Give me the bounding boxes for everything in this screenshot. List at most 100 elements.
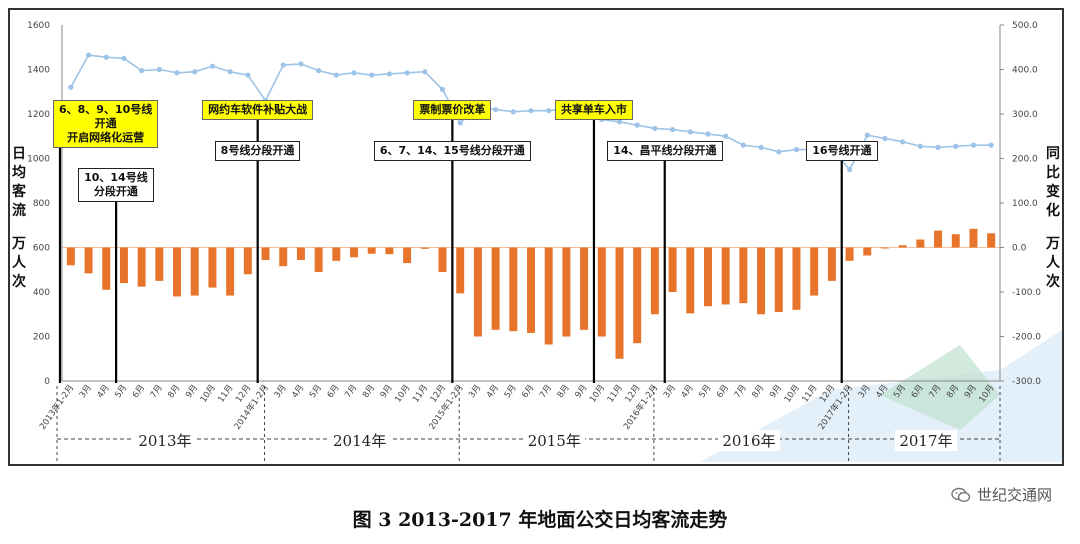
line-point — [68, 84, 74, 90]
bar-yoy-change — [155, 247, 164, 281]
left-tick-label: 1600 — [27, 21, 50, 31]
x-tick-label: 11月 — [606, 383, 625, 405]
x-tick-label: 7月 — [538, 383, 554, 400]
x-tick-label: 10月 — [588, 383, 607, 405]
event-annotation-text: 网约车软件补贴大战 — [208, 103, 308, 116]
line-point — [776, 149, 782, 155]
line-point — [740, 142, 746, 148]
bar-yoy-change — [934, 230, 943, 248]
x-tick-label: 6月 — [326, 383, 342, 400]
bar-yoy-change — [473, 247, 482, 337]
bar-yoy-change — [84, 247, 93, 274]
bar-yoy-change — [633, 247, 642, 344]
watermark-text: 世纪交通网 — [976, 486, 1052, 504]
x-tick-label: 5月 — [308, 383, 324, 400]
x-tick-label: 10月 — [199, 383, 218, 405]
bar-yoy-change — [173, 247, 182, 297]
bar-yoy-change — [686, 247, 695, 314]
right-tick-label: -200.0 — [1012, 333, 1041, 343]
x-tick-label: 6月 — [520, 383, 536, 400]
left-axis-label: 日均客流万人次 — [12, 146, 26, 290]
bar-yoy-change — [367, 247, 376, 254]
left-tick-label: 600 — [33, 244, 50, 254]
bar-yoy-change — [668, 247, 677, 292]
line-point — [528, 108, 534, 114]
event-annotation: 8号线分段开通 — [214, 141, 301, 161]
line-point — [493, 106, 499, 113]
line-point — [634, 122, 640, 128]
line-point — [439, 86, 446, 93]
bar-yoy-change — [137, 247, 146, 287]
line-point — [386, 71, 393, 77]
bar-yoy-change — [420, 247, 429, 249]
bar-yoy-change — [226, 247, 235, 296]
line-point — [103, 54, 109, 60]
bar-yoy-change — [774, 247, 783, 313]
event-annotation-text: 8号线分段开通 — [220, 144, 295, 157]
line-point — [669, 126, 676, 133]
line-point — [333, 72, 339, 78]
x-tick-label: 7月 — [149, 383, 165, 400]
x-tick-label: 8月 — [556, 383, 572, 400]
event-annotation: 共享单车入市 — [554, 100, 633, 120]
year-label: 2015年 — [523, 430, 585, 451]
bar-yoy-change — [456, 247, 465, 294]
year-label: 2013年 — [134, 430, 196, 451]
x-tick-label: 11月 — [411, 383, 430, 405]
bar-yoy-change — [898, 245, 907, 248]
event-annotation-text: 开通 — [94, 117, 117, 130]
bar-yoy-change — [987, 233, 996, 248]
line-point — [404, 70, 410, 76]
event-annotation: 6、7、14、15号线分段开通 — [373, 141, 531, 161]
bar-yoy-change — [243, 247, 252, 275]
right-tick-label: 500.0 — [1012, 21, 1038, 31]
left-tick-label: 0 — [44, 377, 50, 387]
line-point — [156, 66, 162, 73]
x-tick-label: 9月 — [573, 383, 589, 400]
bar-yoy-change — [332, 247, 341, 261]
event-annotation-text: 14、昌平线分段开通 — [613, 144, 717, 157]
bar-yoy-change — [650, 247, 659, 315]
bar-yoy-change — [491, 247, 500, 330]
left-tick-label: 1200 — [27, 110, 50, 120]
x-tick-label: 5月 — [697, 383, 713, 400]
line-point — [846, 167, 853, 173]
bar-yoy-change — [350, 247, 359, 258]
line-point — [953, 143, 959, 149]
left-tick-label: 1000 — [27, 155, 50, 165]
line-point — [457, 120, 463, 126]
x-tick-label: 4月 — [290, 383, 306, 400]
x-tick-label: 9月 — [379, 383, 395, 400]
bar-yoy-change — [403, 247, 412, 264]
line-point — [793, 147, 800, 153]
event-annotation-text: 10、14号线 — [84, 171, 148, 184]
x-tick-label: 5月 — [503, 383, 519, 400]
bar-yoy-change — [544, 247, 553, 345]
line-point — [935, 144, 941, 150]
bar-yoy-change — [916, 239, 925, 248]
bar-yoy-change — [863, 247, 872, 256]
line-point — [864, 132, 870, 138]
x-tick-label: 8月 — [750, 383, 766, 400]
line-point — [616, 119, 623, 125]
line-point — [917, 143, 923, 149]
line-point — [245, 72, 251, 78]
year-label: 2017年 — [895, 430, 957, 451]
x-tick-label: 9月 — [184, 383, 200, 400]
bar-yoy-change — [580, 247, 589, 330]
event-annotation-text: 6、7、14、15号线分段开通 — [379, 144, 525, 157]
right-tick-label: 100.0 — [1012, 199, 1038, 209]
bar-yoy-change — [827, 247, 836, 281]
line-point — [209, 63, 216, 69]
wechat-icon — [951, 487, 971, 502]
bar-yoy-change — [527, 247, 535, 333]
line-point — [139, 68, 145, 74]
event-annotation: 票制票价改革 — [413, 100, 492, 120]
line-point — [227, 69, 233, 75]
year-label: 2016年 — [718, 430, 780, 451]
event-annotation-text: 6、8、9、10号线 — [59, 103, 153, 116]
bar-yoy-change — [969, 228, 978, 248]
x-tick-label: 7月 — [343, 383, 359, 400]
bar-yoy-change — [102, 247, 111, 290]
